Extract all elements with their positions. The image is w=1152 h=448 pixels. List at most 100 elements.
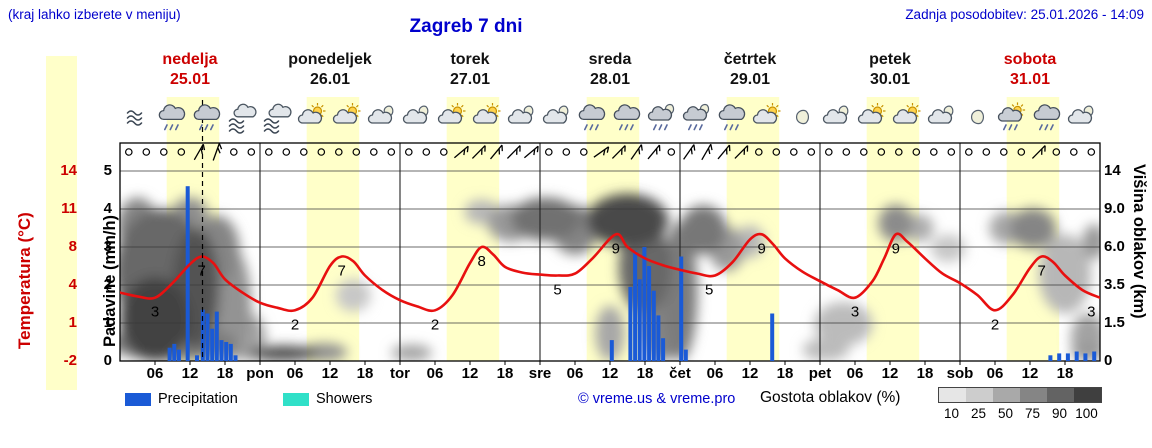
day-name: sreda — [540, 50, 680, 70]
x-tick-label: 12 — [742, 365, 759, 382]
precip-bar — [186, 186, 190, 361]
cloud-axis-tick: 9.0 — [1104, 200, 1146, 217]
x-tick-label: 18 — [777, 365, 794, 382]
temp-value-label: 2 — [431, 316, 439, 333]
day-name: nedelja — [120, 50, 260, 70]
x-day-label: tor — [390, 365, 410, 382]
weather-icon-moon-cloud — [509, 106, 533, 123]
wind-barb — [648, 145, 660, 159]
precip-axis-tick: 5 — [88, 162, 112, 179]
precip-bar — [224, 342, 228, 361]
cloud-blob — [587, 194, 669, 247]
day-name: ponedeljek — [260, 50, 400, 70]
credit-link[interactable]: © vreme.us & vreme.pro — [578, 391, 735, 407]
raindrop-icon — [689, 125, 691, 130]
x-day-label: sob — [947, 365, 974, 382]
wind-calm-icon — [143, 149, 149, 155]
precip-axis-tick: 1 — [88, 314, 112, 331]
wind-calm-icon — [1088, 149, 1094, 155]
moon-icon — [797, 110, 809, 123]
precip-bar — [1057, 353, 1061, 361]
colorbar-cell — [939, 388, 966, 402]
wind-calm-icon — [826, 149, 832, 155]
wind-calm-icon — [843, 149, 849, 155]
day-date: 30.01 — [820, 70, 960, 90]
x-tick-label: 06 — [147, 365, 164, 382]
precip-bar — [177, 350, 181, 361]
x-tick-label: 06 — [287, 365, 304, 382]
x-tick-label: 18 — [497, 365, 514, 382]
cloud-density-colorbar — [938, 387, 1102, 403]
weather-icon-moon-cloud — [824, 106, 848, 123]
wind-barb — [524, 146, 538, 158]
day-date: 28.01 — [540, 70, 680, 90]
x-tick-label: 12 — [182, 365, 199, 382]
weather-icon-wind — [128, 111, 142, 125]
cloud-blob — [814, 302, 872, 346]
cloud-axis-tick: 6.0 — [1104, 238, 1146, 255]
precip-axis-tick: 4 — [88, 200, 112, 217]
raindrop-icon — [654, 125, 656, 130]
wind-icon — [265, 119, 279, 133]
raindrop-icon — [665, 125, 667, 130]
weather-icon-moon — [797, 110, 809, 123]
moon-icon — [972, 110, 984, 123]
wind-calm-icon — [948, 149, 954, 155]
weather-icon-moon-cloud — [369, 106, 393, 123]
precip-bar — [770, 314, 774, 362]
raindrop-icon — [659, 125, 661, 130]
weather-icon-moon — [972, 110, 984, 123]
x-tick-label: 12 — [462, 365, 479, 382]
weather-icon-moon-cloud — [1069, 106, 1093, 123]
temp-value-label: 5 — [705, 282, 713, 299]
temp-value-label: 7 — [338, 263, 346, 280]
temp-value-label: 3 — [151, 304, 159, 321]
day-date: 31.01 — [960, 70, 1100, 90]
precip-axis-tick: 0 — [88, 352, 112, 369]
cloud-axis-tick: 0 — [1104, 352, 1146, 369]
temp-value-label: 9 — [758, 240, 766, 257]
colorbar-tick-label: 75 — [1019, 406, 1046, 421]
wind-calm-icon — [546, 149, 552, 155]
x-day-label: čet — [669, 365, 691, 382]
cloud-blob — [1083, 224, 1106, 259]
cloud-blob — [1010, 208, 1057, 248]
x-tick-label: 06 — [567, 365, 584, 382]
temp-value-label: 8 — [478, 253, 486, 270]
x-tick-label: 18 — [217, 365, 234, 382]
x-tick-label: 18 — [357, 365, 374, 382]
wind-calm-icon — [983, 149, 989, 155]
wind-calm-icon — [126, 149, 132, 155]
x-tick-label: 06 — [847, 365, 864, 382]
precip-bar — [652, 291, 656, 361]
x-day-label: pet — [809, 365, 832, 382]
precip-bar — [679, 257, 683, 362]
colorbar-tick-label: 10 — [938, 406, 965, 421]
x-tick-label: 18 — [1057, 365, 1074, 382]
temp-value-label: 5 — [553, 282, 561, 299]
wind-calm-icon — [371, 149, 377, 155]
x-day-label: pon — [246, 365, 274, 382]
colorbar-cell — [1020, 388, 1047, 402]
wind-barb — [702, 144, 712, 160]
temp-value-label: 3 — [851, 304, 859, 321]
wind-calm-icon — [423, 149, 429, 155]
day-date: 27.01 — [400, 70, 540, 90]
colorbar-tick-label: 100 — [1073, 406, 1100, 421]
precip-bar — [684, 350, 688, 361]
wind-calm-icon — [266, 149, 272, 155]
temp-axis-tick: 8 — [40, 238, 77, 255]
weather-icon-wind-cloud — [230, 104, 256, 133]
day-name: petek — [820, 50, 960, 70]
wind-calm-icon — [1071, 149, 1077, 155]
precip-bar — [633, 251, 637, 361]
precip-bar — [1075, 352, 1079, 362]
wind-calm-icon — [581, 149, 587, 155]
wind-calm-icon — [966, 149, 972, 155]
precip-bar — [220, 340, 224, 361]
colorbar-tick-label: 50 — [992, 406, 1019, 421]
precip-axis-tick: 3 — [88, 238, 112, 255]
temp-axis-tick: 1 — [40, 314, 77, 331]
